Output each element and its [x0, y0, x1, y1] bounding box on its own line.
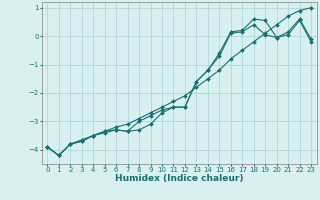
X-axis label: Humidex (Indice chaleur): Humidex (Indice chaleur): [115, 174, 244, 183]
